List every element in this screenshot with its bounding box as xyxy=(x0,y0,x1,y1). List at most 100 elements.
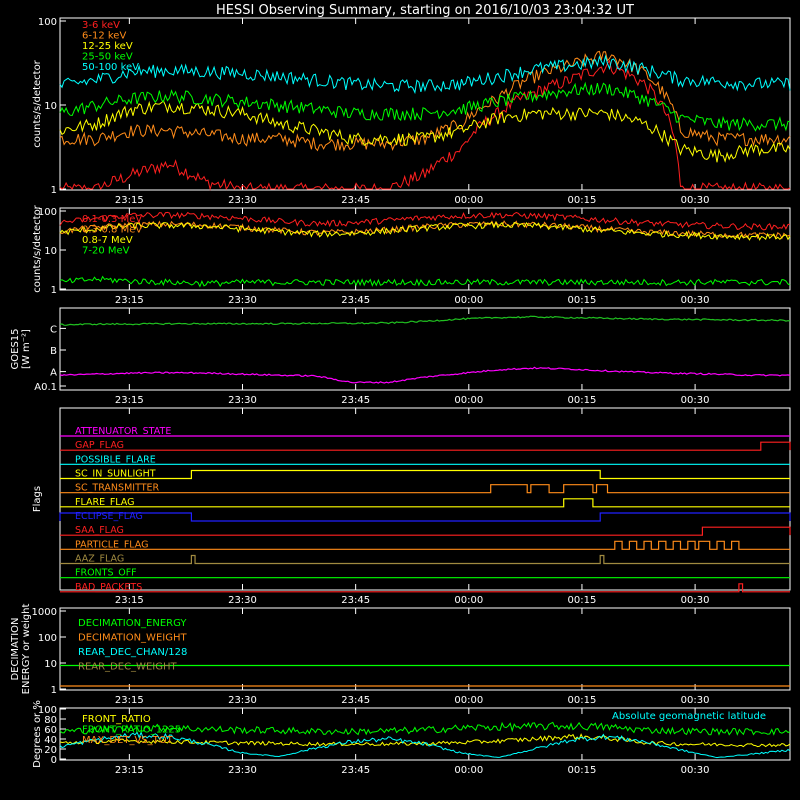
legend-entry: 50-100 keV xyxy=(82,62,139,73)
flag-label: AAZ_FLAG xyxy=(75,554,124,565)
panel-frame xyxy=(59,407,791,591)
series-line xyxy=(59,54,791,95)
x-tick-label: 23:45 xyxy=(341,765,370,776)
y-tick-label: 1 xyxy=(51,685,57,696)
series-line xyxy=(59,315,791,326)
flag-line-saa-flag xyxy=(60,526,791,536)
flag-label: PARTICLE_FLAG xyxy=(75,539,148,550)
series-line xyxy=(59,50,791,152)
x-tick-label: 00:30 xyxy=(681,695,710,706)
flag-line-aaz-flag xyxy=(60,554,790,565)
x-tick-label: 00:00 xyxy=(454,395,483,406)
y-axis-label: Degrees or % xyxy=(32,700,43,768)
y-tick-label: 10 xyxy=(44,101,57,112)
chart-title: HESSI Observing Summary, starting on 201… xyxy=(216,3,634,18)
y-axis-label: GOES15 xyxy=(10,328,21,369)
panel-5: 23:15 23:30 23:45 00:00 00:15 00:30 DECIMATION… xyxy=(10,604,791,706)
x-tick-label: 23:15 xyxy=(115,195,144,206)
x-tick-label: 23:30 xyxy=(228,195,257,206)
x-tick-label: 00:15 xyxy=(568,765,597,776)
x-tick-label: 00:00 xyxy=(454,695,483,706)
series-line xyxy=(59,221,791,241)
x-tick-label: 00:00 xyxy=(454,595,483,606)
flag-line-particle-flag xyxy=(60,540,790,550)
legend-entry: 12-25 keV xyxy=(82,41,133,52)
flag-label: SAA_FLAG xyxy=(75,525,124,536)
y-tick-label: 0 xyxy=(51,755,57,766)
flag-line-sc-in-sunlight xyxy=(60,469,790,480)
series-line xyxy=(59,81,791,132)
x-tick-label: 00:00 xyxy=(454,195,483,206)
legend-entry: 3-6 keV xyxy=(82,20,120,31)
x-tick-label: 00:00 xyxy=(454,765,483,776)
x-tick-label: 23:15 xyxy=(115,765,144,776)
x-tick-label: 00:30 xyxy=(681,765,710,776)
x-tick-label: 00:15 xyxy=(568,595,597,606)
y-tick-label: 100 xyxy=(38,17,57,28)
y-tick-label: C xyxy=(50,324,57,335)
legend-entry: REAR_DEC_WEIGHT xyxy=(78,662,177,673)
x-tick-label: 00:30 xyxy=(681,595,710,606)
x-tick-label: 00:15 xyxy=(568,695,597,706)
x-tick-label: 00:30 xyxy=(681,195,710,206)
y-tick-label: 60 xyxy=(44,725,57,736)
x-tick-label: 23:45 xyxy=(341,395,370,406)
flag-label: SC_IN_SUNLIGHT xyxy=(75,469,156,480)
series-line xyxy=(59,211,791,231)
x-tick-label: 00:15 xyxy=(568,395,597,406)
x-tick-label: 23:45 xyxy=(341,195,370,206)
y-tick-label: 10 xyxy=(44,659,57,670)
legend-entry: 0.3-0.8 MeV xyxy=(82,225,142,236)
flag-label: BAD_PACKETS xyxy=(75,582,142,593)
x-tick-label: 23:30 xyxy=(228,395,257,406)
panel-frame xyxy=(59,707,791,761)
panel-4: 23:15 23:30 23:45 00:00 00:15 00:30 Flags ATTEN… xyxy=(32,407,791,606)
series-line xyxy=(59,721,791,736)
x-tick-label: 23:30 xyxy=(228,765,257,776)
series-line xyxy=(59,366,791,384)
x-tick-label: 00:15 xyxy=(568,295,597,306)
flag-label: FRONTS_OFF xyxy=(75,568,137,579)
series-line xyxy=(59,275,791,288)
flag-label: POSSIBLE_FLARE xyxy=(75,454,156,465)
series-line xyxy=(59,731,791,759)
panel-frame xyxy=(59,607,791,691)
y-axis-label: counts/s/detector xyxy=(32,59,43,147)
panel-2: 23:15 23:30 23:45 00:00 00:15 00:30 counts/s/d… xyxy=(32,204,791,306)
legend-entry: 6-12 keV xyxy=(82,31,126,42)
x-tick-label: 23:15 xyxy=(115,695,144,706)
y-tick-label: 1000 xyxy=(32,607,57,618)
legend-entry: 0.1-0.3 MeV xyxy=(82,214,142,225)
y-axis-label: counts/s/detector xyxy=(32,204,43,292)
legend-entry: FRONT_RATIO xyxy=(82,714,151,725)
flag-label: FLARE_FLAG xyxy=(75,497,135,508)
x-tick-label: 23:30 xyxy=(228,595,257,606)
y-axis-label: Flags xyxy=(32,486,43,512)
panel-frame xyxy=(59,17,791,191)
x-tick-label: 23:15 xyxy=(115,595,144,606)
flag-label: SC_TRANSMITTER xyxy=(75,483,160,494)
y-tick-label: A0.1 xyxy=(34,382,57,393)
flag-label: ATTENUATOR_STATE xyxy=(75,426,171,437)
y-tick-label: 100 xyxy=(38,207,57,218)
x-tick-label: 00:30 xyxy=(681,295,710,306)
x-tick-label: 23:15 xyxy=(115,395,144,406)
y-tick-label: 80 xyxy=(44,715,57,726)
x-tick-label: 23:15 xyxy=(115,295,144,306)
panel-frame xyxy=(59,307,791,391)
flag-label: ECLIPSE_FLAG xyxy=(75,511,143,522)
legend-entry: DECIMATION_ENERGY xyxy=(78,618,187,629)
panel-1: 23:15 23:30 23:45 00:00 00:15 00:30 counts/s/d… xyxy=(32,17,791,206)
legend-entry: 7-20 MeV xyxy=(82,246,130,257)
legend-entry: FRONT_RATIO_1225 xyxy=(82,725,181,736)
series-line xyxy=(59,100,791,163)
y-tick-label: 100 xyxy=(38,705,57,716)
x-tick-label: 23:45 xyxy=(341,595,370,606)
y-tick-label: 40 xyxy=(44,735,57,746)
y-tick-label: A xyxy=(50,368,57,379)
x-tick-label: 23:30 xyxy=(228,695,257,706)
y-tick-label: 1 xyxy=(51,285,57,296)
y-axis-label-2: ENERGY or weight xyxy=(21,604,32,695)
